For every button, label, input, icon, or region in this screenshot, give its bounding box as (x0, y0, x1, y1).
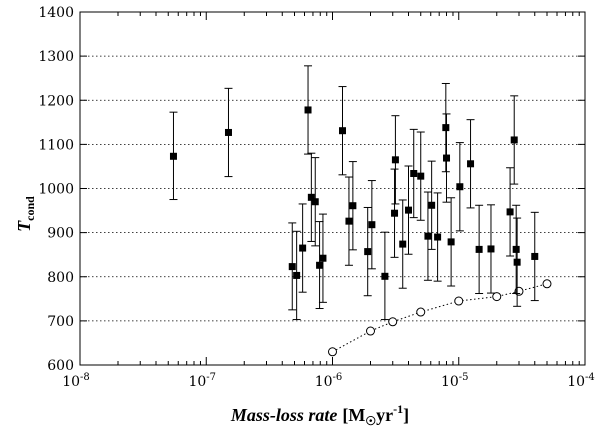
data-point (475, 245, 483, 253)
data-point (428, 201, 436, 209)
model-point (454, 296, 464, 306)
y-tick-label: 600 (47, 358, 74, 374)
x-tick-label: 10-6 (315, 372, 343, 390)
data-point (487, 245, 495, 253)
data-point (288, 263, 296, 271)
x-tick-label: 10-7 (188, 372, 216, 390)
x-tick-exponent: -7 (206, 372, 216, 383)
data-point (338, 127, 346, 135)
data-point (368, 221, 376, 229)
data-point (381, 272, 389, 280)
data-point (299, 244, 307, 252)
x-axis-unit-open: [M (342, 405, 365, 425)
data-point (311, 198, 319, 206)
data-point (424, 232, 432, 240)
data-point (405, 206, 413, 214)
y-tick-label: 900 (47, 226, 74, 242)
x-tick-exponent: -8 (80, 372, 90, 383)
x-axis-unit-mid: yr (376, 405, 393, 425)
x-tick-label: 10-4 (567, 372, 595, 390)
grid-lines (80, 55, 585, 322)
data-point (510, 136, 518, 144)
x-axis-unit-close: ] (403, 405, 409, 425)
data-point (319, 254, 327, 262)
axis-ticks (79, 11, 586, 366)
sun-symbol: ☉ (365, 414, 376, 428)
data-point (307, 193, 315, 201)
data-point (506, 208, 514, 216)
y-tick-label: 1400 (38, 5, 74, 21)
x-tick-base: 10 (188, 374, 206, 390)
data-point (434, 233, 442, 241)
x-axis-title-italic: Mass-loss rate (230, 405, 338, 425)
model-point (388, 317, 398, 327)
y-tick-label: 1200 (38, 93, 74, 109)
x-axis-title: Mass-loss rate [M☉yr-1] (230, 402, 409, 428)
model-point (328, 347, 337, 357)
data-point (456, 183, 464, 191)
data-point (391, 209, 399, 217)
x-tick-base: 10 (567, 374, 585, 390)
data-point (293, 271, 301, 279)
y-tick-labels: 600 700 800 900 1000 1100 1200 1300 1400 (38, 5, 74, 374)
x-tick-base: 10 (62, 374, 80, 390)
data-point (304, 106, 312, 114)
x-tick-exponent: -5 (459, 372, 469, 383)
data-point (345, 217, 353, 225)
y-axis-title-sub: cond (23, 196, 37, 221)
data-point (513, 258, 521, 266)
data-point (531, 252, 539, 260)
data-point (399, 240, 407, 248)
model-point (416, 307, 426, 317)
y-tick-label: 1100 (38, 137, 74, 153)
model-point (492, 292, 502, 302)
data-point (391, 156, 399, 164)
model-point (366, 326, 376, 336)
x-tick-label: 10-8 (62, 372, 90, 390)
x-tick-exponent: -4 (585, 372, 595, 383)
model-line (332, 283, 548, 353)
y-tick-label: 700 (47, 314, 74, 330)
data-point (443, 154, 451, 162)
x-tick-base: 10 (315, 374, 333, 390)
x-axis-unit-exp: -1 (393, 402, 403, 416)
x-tick-labels: 10-8 10-7 10-6 10-5 10-4 (62, 372, 595, 390)
data-point (349, 202, 357, 210)
observed-series (169, 65, 539, 321)
model-series (328, 279, 552, 357)
data-point (442, 124, 450, 132)
x-tick-label: 10-5 (441, 372, 469, 390)
data-point (364, 248, 372, 256)
y-tick-label: 800 (47, 270, 74, 286)
data-point (447, 238, 455, 246)
x-tick-base: 10 (441, 374, 459, 390)
y-tick-label: 1300 (38, 49, 74, 65)
data-point (410, 169, 418, 177)
data-point (169, 152, 177, 160)
y-axis-title-main: T (14, 220, 34, 232)
data-point (316, 261, 324, 269)
x-tick-exponent: -6 (333, 372, 343, 383)
data-point (512, 245, 520, 253)
data-point (467, 160, 475, 168)
model-point (542, 279, 552, 289)
data-point (417, 172, 425, 180)
y-tick-label: 1000 (38, 182, 74, 198)
plot-frame (79, 11, 586, 366)
data-point (224, 128, 232, 136)
y-axis-title: Tcond (14, 196, 37, 232)
